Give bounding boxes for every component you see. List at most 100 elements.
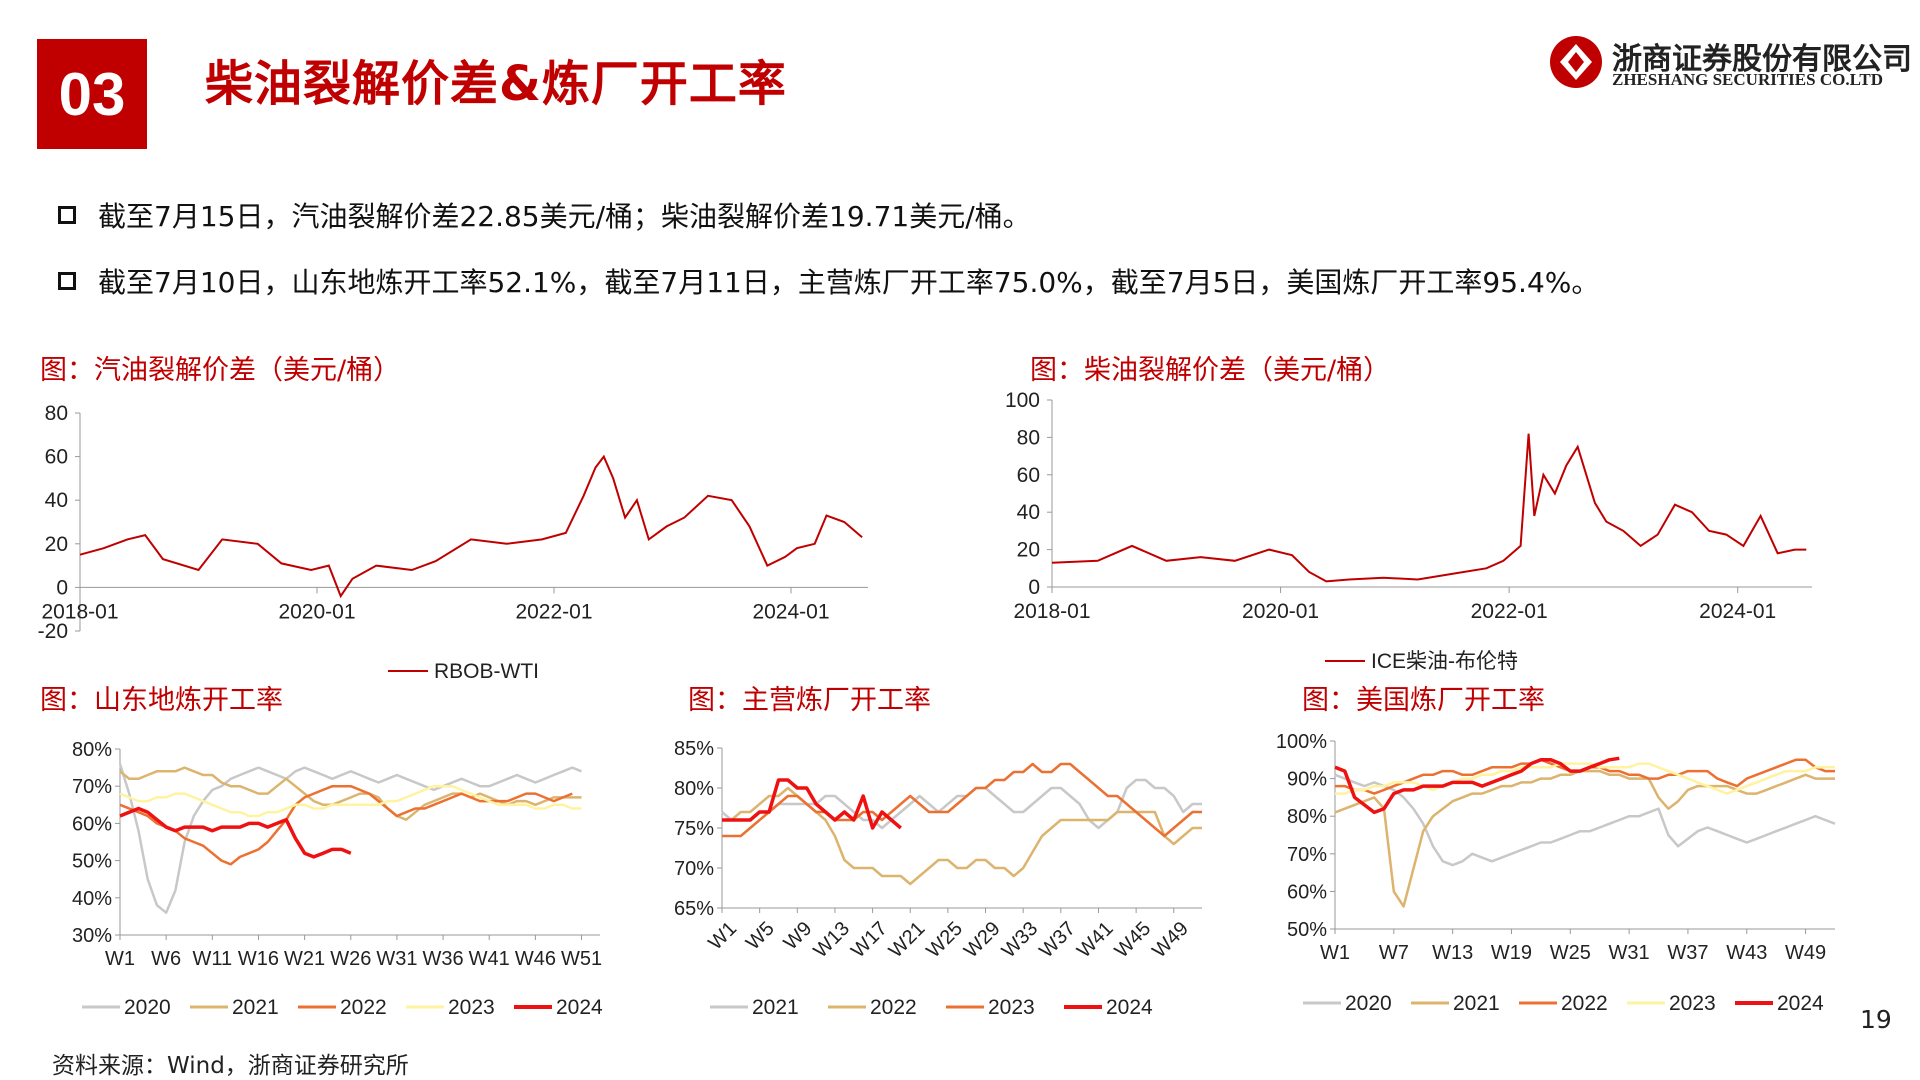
series-line [119, 784, 573, 866]
legend-label: 2023 [448, 996, 495, 1019]
x-tick-label: W37 [1035, 918, 1080, 963]
x-tick-label: W11 [192, 948, 232, 970]
x-tick-label: W7 [1379, 942, 1409, 964]
y-tick-label: 70% [72, 776, 112, 798]
series-line [119, 766, 582, 821]
y-tick-label: 60 [1017, 464, 1040, 487]
legend-label: RBOB-WTI [434, 660, 539, 683]
legend-label: 2021 [752, 996, 799, 1019]
y-tick-label: 100% [1276, 731, 1327, 753]
x-tick-label: W41 [469, 948, 510, 970]
x-tick-label: W31 [376, 948, 417, 970]
x-tick-label: W1 [105, 948, 135, 970]
y-tick-label: 90% [1287, 769, 1327, 791]
y-tick-label: 70% [674, 858, 714, 880]
x-tick-label: W37 [1667, 942, 1708, 964]
x-tick-label: W51 [561, 948, 602, 970]
logo-en-text: ZHESHANG SECURITIES CO.LTD [1612, 70, 1883, 89]
bullet-item: 截至7月10日，山东地炼开工率52.1%，截至7月11日，主营炼厂开工率75.0… [58, 261, 1599, 301]
series-line [118, 763, 582, 914]
y-tick-label: 80% [72, 739, 112, 761]
x-tick-label: 2022-01 [1471, 600, 1548, 623]
x-tick-label: W49 [1785, 942, 1826, 964]
series-line [1051, 433, 1807, 583]
legend-label: 2024 [1777, 992, 1824, 1015]
us-refinery-rate-chart: 50% 60% 70% 80% 90% 100% W1 W7 W13 W19 W25 W31 W37 W4… [1276, 731, 1836, 1015]
series-line [1334, 756, 1620, 815]
x-tick-label: W17 [847, 918, 892, 963]
x-tick-label: W6 [151, 948, 181, 970]
company-logo: 浙商证券股份有限公司 ZHESHANG SECURITIES CO.LTD [1548, 30, 1912, 94]
chart-title-shandong: 图：山东地炼开工率 [40, 685, 283, 716]
gasoline-crack-chart: -20 0 20 40 60 80 2018-01 2020-01 2022-01 2024-01… [38, 402, 868, 683]
x-tick-label: W1 [1320, 942, 1350, 964]
x-tick-label: W46 [515, 948, 556, 970]
y-tick-label: -20 [38, 620, 68, 643]
section-number-box: 03 [37, 39, 147, 149]
x-tick-label: W26 [330, 948, 371, 970]
x-tick-label: W1 [704, 918, 741, 955]
x-tick-label: 2024-01 [1699, 600, 1776, 623]
chart-title-main: 图：主营炼厂开工率 [688, 685, 931, 716]
y-tick-label: 0 [56, 576, 68, 599]
y-tick-label: 50% [72, 851, 112, 873]
square-bullet-icon [58, 206, 76, 224]
y-tick-label: 65% [674, 898, 714, 920]
y-tick-label: 20 [45, 533, 68, 556]
bullet-text: 截至7月10日，山东地炼开工率52.1%，截至7月11日，主营炼厂开工率75.0… [98, 266, 1600, 299]
x-tick-label: 2022-01 [515, 600, 592, 623]
x-tick-label: W21 [284, 948, 325, 970]
x-tick-label: W43 [1726, 942, 1767, 964]
x-tick-label: W45 [1111, 918, 1156, 963]
series-line [722, 786, 1202, 886]
legend-label: 2023 [1669, 992, 1716, 1015]
series-line [722, 762, 1202, 838]
y-tick-label: 85% [674, 738, 714, 760]
y-tick-label: 30% [72, 925, 112, 947]
x-tick-label: 2018-01 [41, 600, 118, 623]
logo-cn-text: 浙商证券股份有限公司 [1612, 42, 1912, 77]
legend-label: 2022 [1561, 992, 1608, 1015]
page-number: 19 [1860, 1005, 1892, 1034]
y-tick-label: 100 [1005, 389, 1040, 412]
y-tick-label: 40% [72, 888, 112, 910]
x-tick-label: W41 [1073, 918, 1118, 963]
page-title: 柴油裂解价差&炼厂开工率 [205, 56, 787, 112]
legend-label: 2024 [556, 996, 603, 1019]
shandong-rate-chart: 30% 40% 50% 60% 70% 80% W1 W6 W11 W16 W21 W26 W31 W36… [72, 739, 603, 1019]
x-tick-label: W5 [742, 918, 779, 955]
x-tick-label: W49 [1148, 918, 1193, 963]
y-tick-label: 50% [1287, 919, 1327, 941]
y-tick-label: 40 [1017, 501, 1040, 524]
series-line [119, 784, 582, 818]
chart-title-diesel: 图：柴油裂解价差（美元/桶） [1030, 355, 1391, 386]
series-line [1334, 773, 1836, 867]
y-tick-label: 80% [1287, 806, 1327, 828]
x-tick-label: W29 [960, 918, 1005, 963]
y-tick-label: 20 [1017, 539, 1040, 562]
x-tick-label: W36 [423, 948, 464, 970]
legend-label: 2021 [1453, 992, 1500, 1015]
legend-label: 2020 [1345, 992, 1392, 1015]
legend-label: 2024 [1106, 996, 1153, 1019]
series-line [119, 806, 352, 859]
square-bullet-icon [58, 272, 76, 290]
logo-mark-icon [1550, 36, 1602, 88]
x-tick-label: W33 [998, 918, 1043, 963]
source-note: 资料来源：Wind，浙商证券研究所 [52, 1053, 409, 1079]
legend-label: 2022 [870, 996, 917, 1019]
x-tick-label: 2020-01 [278, 600, 355, 623]
series-line [722, 778, 902, 830]
x-tick-label: W21 [885, 918, 930, 963]
chart-title-gasoline: 图：汽油裂解价差（美元/桶） [40, 355, 401, 386]
chart-title-us: 图：美国炼厂开工率 [1302, 685, 1545, 716]
x-tick-label: W16 [238, 948, 279, 970]
x-tick-label: W13 [809, 918, 854, 963]
legend-label: ICE柴油-布伦特 [1371, 650, 1518, 673]
x-tick-label: W25 [1550, 942, 1591, 964]
y-tick-label: 40 [45, 489, 68, 512]
bullet-text: 截至7月15日，汽油裂解价差22.85美元/桶；柴油裂解价差19.71美元/桶。 [98, 200, 1031, 233]
legend-label: 2020 [124, 996, 171, 1019]
x-tick-label: W31 [1609, 942, 1650, 964]
x-tick-label: 2024-01 [752, 600, 829, 623]
